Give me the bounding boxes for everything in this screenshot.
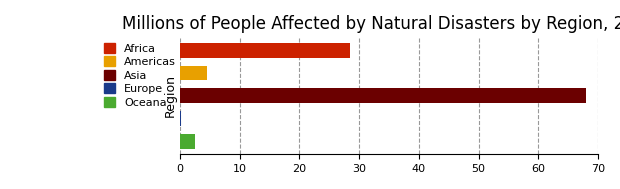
Title: Millions of People Affected by Natural Disasters by Region, 2015: Millions of People Affected by Natural D… xyxy=(122,15,620,33)
Legend: Africa, Americas, Asia, Europe, Oceana: Africa, Americas, Asia, Europe, Oceana xyxy=(102,41,178,110)
Y-axis label: Region: Region xyxy=(164,74,177,117)
Bar xyxy=(180,111,181,126)
Bar xyxy=(180,88,586,103)
Bar xyxy=(180,66,207,80)
Bar xyxy=(180,43,350,57)
Bar xyxy=(180,134,195,149)
